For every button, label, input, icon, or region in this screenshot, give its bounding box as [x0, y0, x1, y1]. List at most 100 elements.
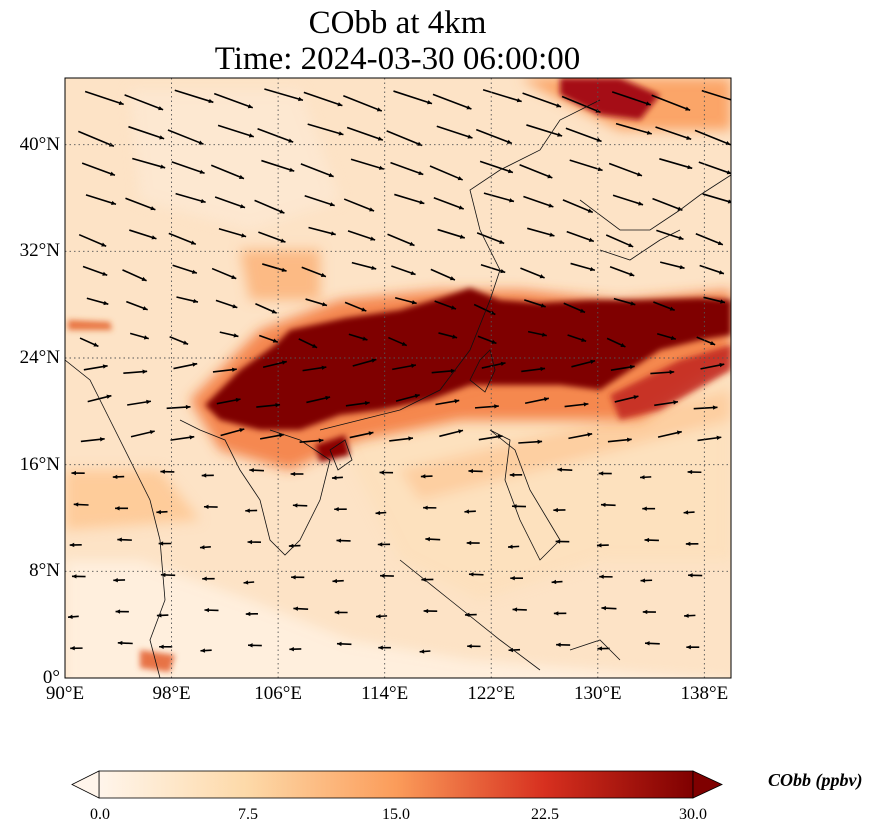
wind-arrow — [419, 649, 431, 654]
lat-tick-label: 0° — [42, 667, 60, 688]
wind-arrow — [509, 472, 523, 478]
wind-arrow — [607, 437, 632, 443]
wind-arrow — [125, 197, 156, 211]
wind-arrow — [346, 126, 384, 141]
wind-arrow — [171, 161, 205, 174]
wind-arrow — [67, 614, 79, 619]
wind-arrow — [117, 537, 132, 542]
wind-arrow — [686, 644, 700, 650]
wind-arrow — [697, 435, 722, 442]
wind-arrow — [388, 336, 408, 347]
wind-arrow — [466, 540, 480, 546]
wind-arrow — [298, 338, 318, 349]
wind-arrow — [421, 577, 434, 582]
wind-arrow — [248, 643, 262, 648]
wind-arrow — [379, 470, 394, 475]
wind-arrow — [644, 641, 660, 646]
wind-arrow — [115, 609, 129, 614]
wind-arrow — [518, 439, 543, 444]
wind-arrow — [477, 335, 497, 345]
wind-arrow — [429, 165, 464, 181]
wind-arrow — [380, 573, 394, 579]
wind-arrow — [71, 470, 85, 476]
wind-arrow — [608, 162, 643, 177]
wind-arrow — [262, 360, 287, 369]
wind-arrow — [569, 159, 603, 172]
wind-arrow — [567, 334, 587, 343]
wind-arrow — [80, 437, 105, 443]
wind-arrow — [375, 614, 388, 619]
wind-arrow — [652, 197, 683, 212]
wind-arrow — [126, 300, 148, 311]
wind-arrow — [527, 330, 547, 337]
wind-arrow — [596, 543, 609, 548]
wind-arrow — [219, 331, 239, 338]
wind-arrow — [468, 468, 483, 474]
wind-arrow — [654, 400, 679, 407]
wind-arrow — [212, 367, 237, 373]
wind-arrow — [651, 94, 691, 112]
wind-arrow — [115, 506, 129, 511]
wind-arrow — [395, 393, 420, 402]
wind-arrow — [292, 503, 308, 508]
wind-arrow — [556, 642, 571, 647]
wind-arrow — [305, 298, 328, 307]
wind-arrow — [336, 641, 352, 647]
wind-arrow — [476, 232, 505, 245]
wind-arrow — [520, 267, 545, 279]
colorbar-tick: 15.0 — [382, 806, 410, 823]
wind-arrow — [614, 395, 639, 403]
wind-arrow — [510, 576, 523, 581]
wind-arrow — [568, 432, 593, 440]
lon-tick-label: 98°E — [152, 683, 191, 704]
wind-arrow — [551, 579, 563, 585]
wind-arrow — [332, 578, 344, 584]
wind-arrow — [613, 297, 636, 306]
lon-tick-label: 122°E — [467, 683, 516, 704]
wind-arrow — [245, 611, 258, 617]
wind-arrow — [601, 605, 617, 611]
lon-tick-label: 90°E — [45, 683, 85, 704]
wind-arrow — [216, 397, 241, 405]
wind-arrow — [169, 336, 189, 345]
wind-arrow — [659, 261, 685, 270]
wind-arrow — [170, 435, 195, 441]
wind-arrow — [696, 336, 716, 346]
wind-arrow — [389, 436, 414, 442]
wind-arrow — [688, 573, 703, 578]
wind-arrow — [564, 402, 589, 408]
wind-arrow — [127, 399, 152, 406]
lat-tick-label: 24°N — [19, 347, 60, 368]
wind-arrow — [512, 607, 527, 612]
wind-arrow — [694, 129, 731, 146]
wind-arrow — [210, 164, 245, 180]
wind-arrow — [304, 194, 335, 207]
wind-arrow — [702, 193, 731, 204]
colorbar-label: CObb (ppbv) — [768, 770, 863, 790]
wind-arrow — [464, 612, 477, 618]
wind-arrow — [160, 469, 175, 474]
wind-arrow — [563, 302, 586, 314]
wind-arrow — [378, 645, 391, 650]
colorbar-tick: 7.5 — [238, 806, 258, 823]
wind-arrow — [597, 646, 610, 651]
wind-arrow — [132, 157, 166, 169]
graticule — [65, 78, 731, 678]
wind-arrow — [598, 471, 612, 476]
wind-arrow — [350, 158, 385, 170]
colorbar-extend-max — [692, 770, 723, 799]
wind-arrow — [390, 161, 424, 176]
wind-arrow — [215, 299, 238, 309]
wind-arrow — [123, 369, 148, 374]
wind-arrow — [703, 296, 726, 304]
map-title: CObb at 4km — [308, 5, 487, 41]
wind-arrow — [158, 541, 172, 546]
wind-arrow — [656, 332, 677, 340]
wind-arrow — [78, 233, 107, 248]
wind-arrow — [699, 264, 725, 275]
wind-arrow — [211, 267, 237, 280]
wind-arrow — [336, 538, 351, 543]
coastlines — [65, 99, 731, 678]
colorbar — [71, 770, 723, 799]
wind-arrow — [174, 89, 214, 104]
